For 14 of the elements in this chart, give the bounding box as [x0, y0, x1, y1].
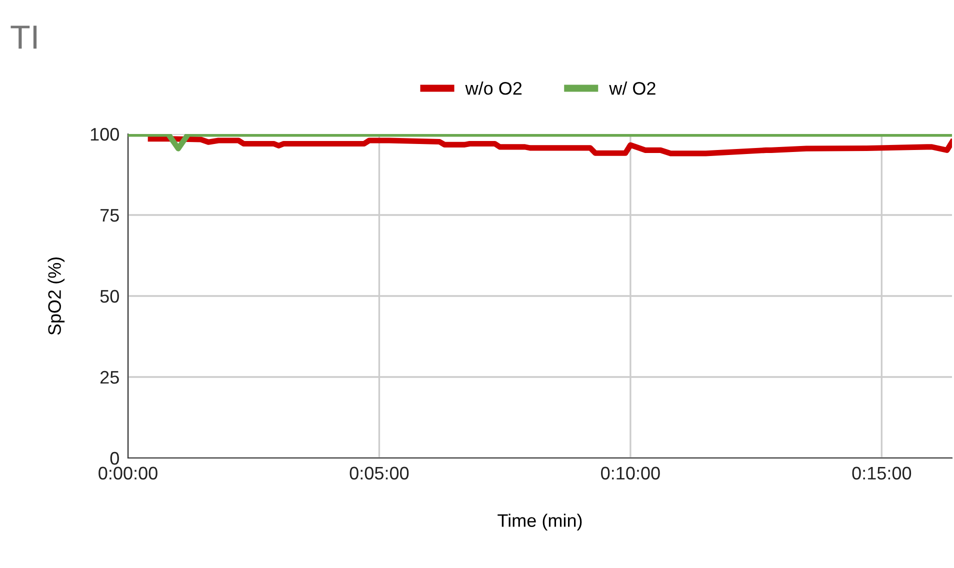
y-tick-label: 75 — [100, 209, 119, 222]
y-tick-label: 100 — [90, 128, 119, 141]
x-tick-label: 0:00:00 — [98, 466, 158, 480]
legend-label: w/ O2 — [609, 81, 656, 95]
y-tick-label: 0 — [110, 452, 119, 465]
chart-title: TI — [10, 26, 37, 49]
x-tick-label: 0:15:00 — [852, 466, 912, 480]
x-tick-label: 0:10:00 — [601, 466, 660, 480]
legend-label: w/o O2 — [465, 81, 522, 95]
x-axis-title: Time (min) — [498, 514, 582, 531]
y-tick-label: 25 — [100, 370, 119, 384]
x-tick-label: 0:05:00 — [350, 466, 409, 480]
y-tick-label: 50 — [100, 290, 119, 303]
y-axis-title: SpO2 (%) — [48, 257, 65, 335]
